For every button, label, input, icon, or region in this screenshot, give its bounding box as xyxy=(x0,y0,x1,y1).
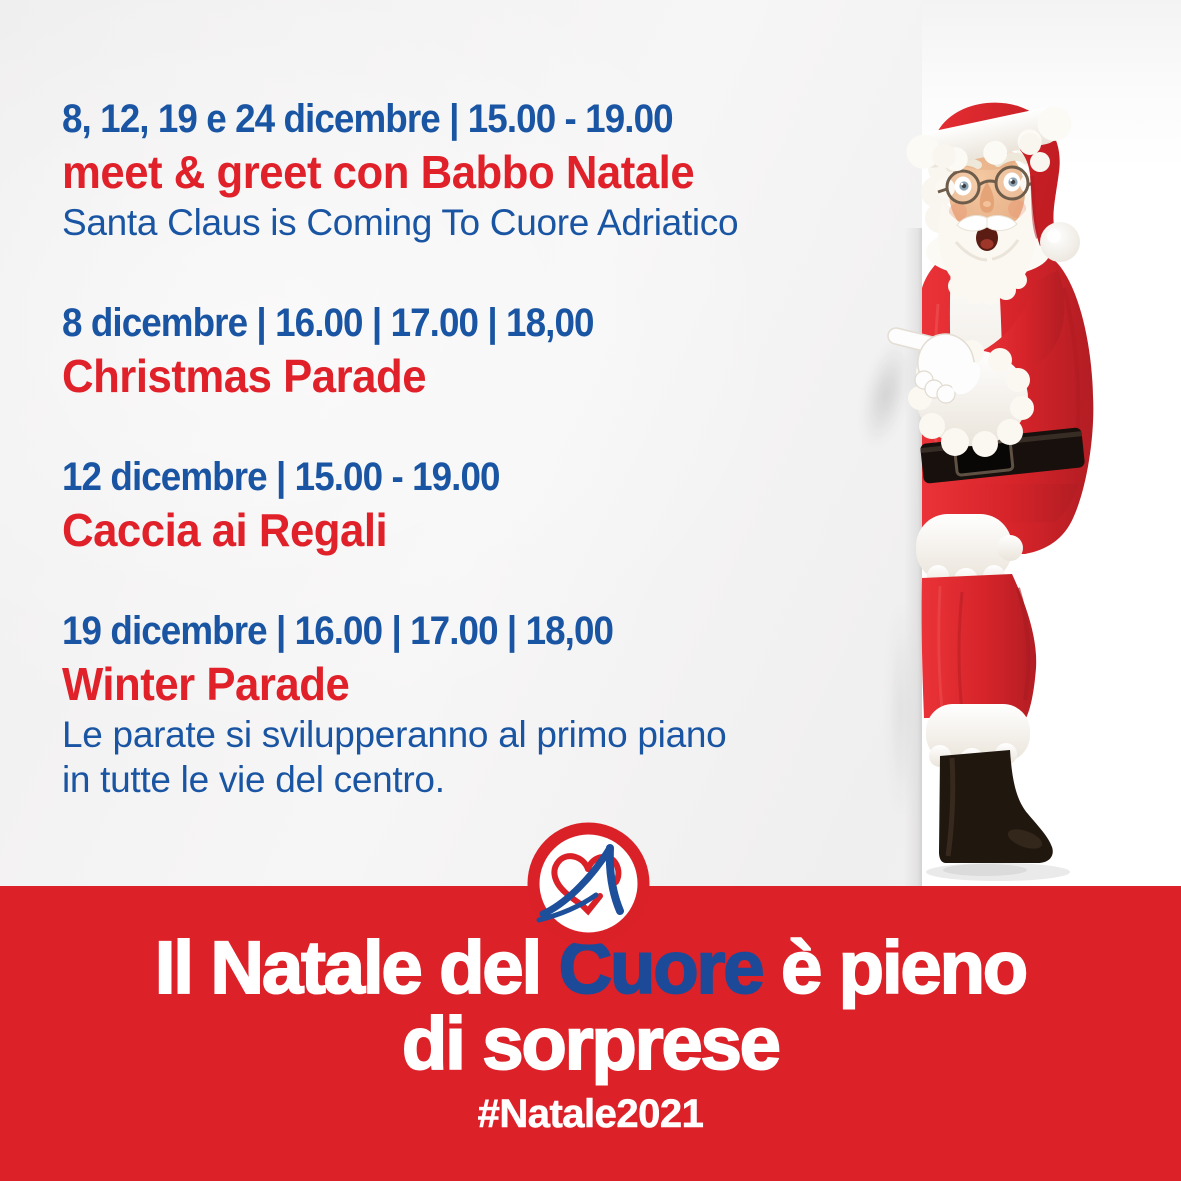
hashtag: #Natale2021 xyxy=(477,1092,704,1137)
event-title: Caccia ai Regali xyxy=(62,504,388,556)
event-date: 8, 12, 19 e 24 dicembre | 15.00 - 19.00 xyxy=(62,97,674,141)
santa-claus-image xyxy=(887,102,1094,881)
event-item: 12 dicembre | 15.00 - 19.00 Caccia ai Re… xyxy=(62,452,538,558)
cuore-adriatico-logo xyxy=(525,820,652,947)
headline-post: è pieno xyxy=(780,926,1029,1009)
headline: Il Natale del Cuore è pieno di sorprese xyxy=(30,929,1151,1085)
event-item: 19 dicembre | 16.00 | 17.00 | 18,00 Wint… xyxy=(62,606,727,802)
event-title: meet & greet con Babbo Natale xyxy=(62,146,695,198)
event-date: 12 dicembre | 15.00 - 19.00 xyxy=(62,455,500,499)
event-list: 8, 12, 19 e 24 dicembre | 15.00 - 19.00 … xyxy=(62,94,739,802)
event-item: 8, 12, 19 e 24 dicembre | 15.00 - 19.00 … xyxy=(62,94,739,245)
leg-cast-shadow xyxy=(884,560,918,860)
event-item: 8 dicembre | 16.00 | 17.00 | 18,00 Chris… xyxy=(62,298,640,404)
headline-line1: Il Natale del Cuore è pieno xyxy=(154,926,1029,1009)
event-subtitle: Le parate si svilupperanno al primo pian… xyxy=(62,714,727,800)
event-subtitle: Santa Claus is Coming To Cuore Adriatico xyxy=(62,202,739,243)
heart-a-logo-icon xyxy=(527,822,650,945)
event-date: 8 dicembre | 16.00 | 17.00 | 18,00 xyxy=(62,301,594,345)
headline-line2: di sorprese xyxy=(401,1002,782,1085)
event-title: Christmas Parade xyxy=(62,350,427,402)
headline-pre: Il Natale del xyxy=(154,926,543,1009)
event-title: Winter Parade xyxy=(62,658,350,710)
event-date: 19 dicembre | 16.00 | 17.00 | 18,00 xyxy=(62,609,614,653)
